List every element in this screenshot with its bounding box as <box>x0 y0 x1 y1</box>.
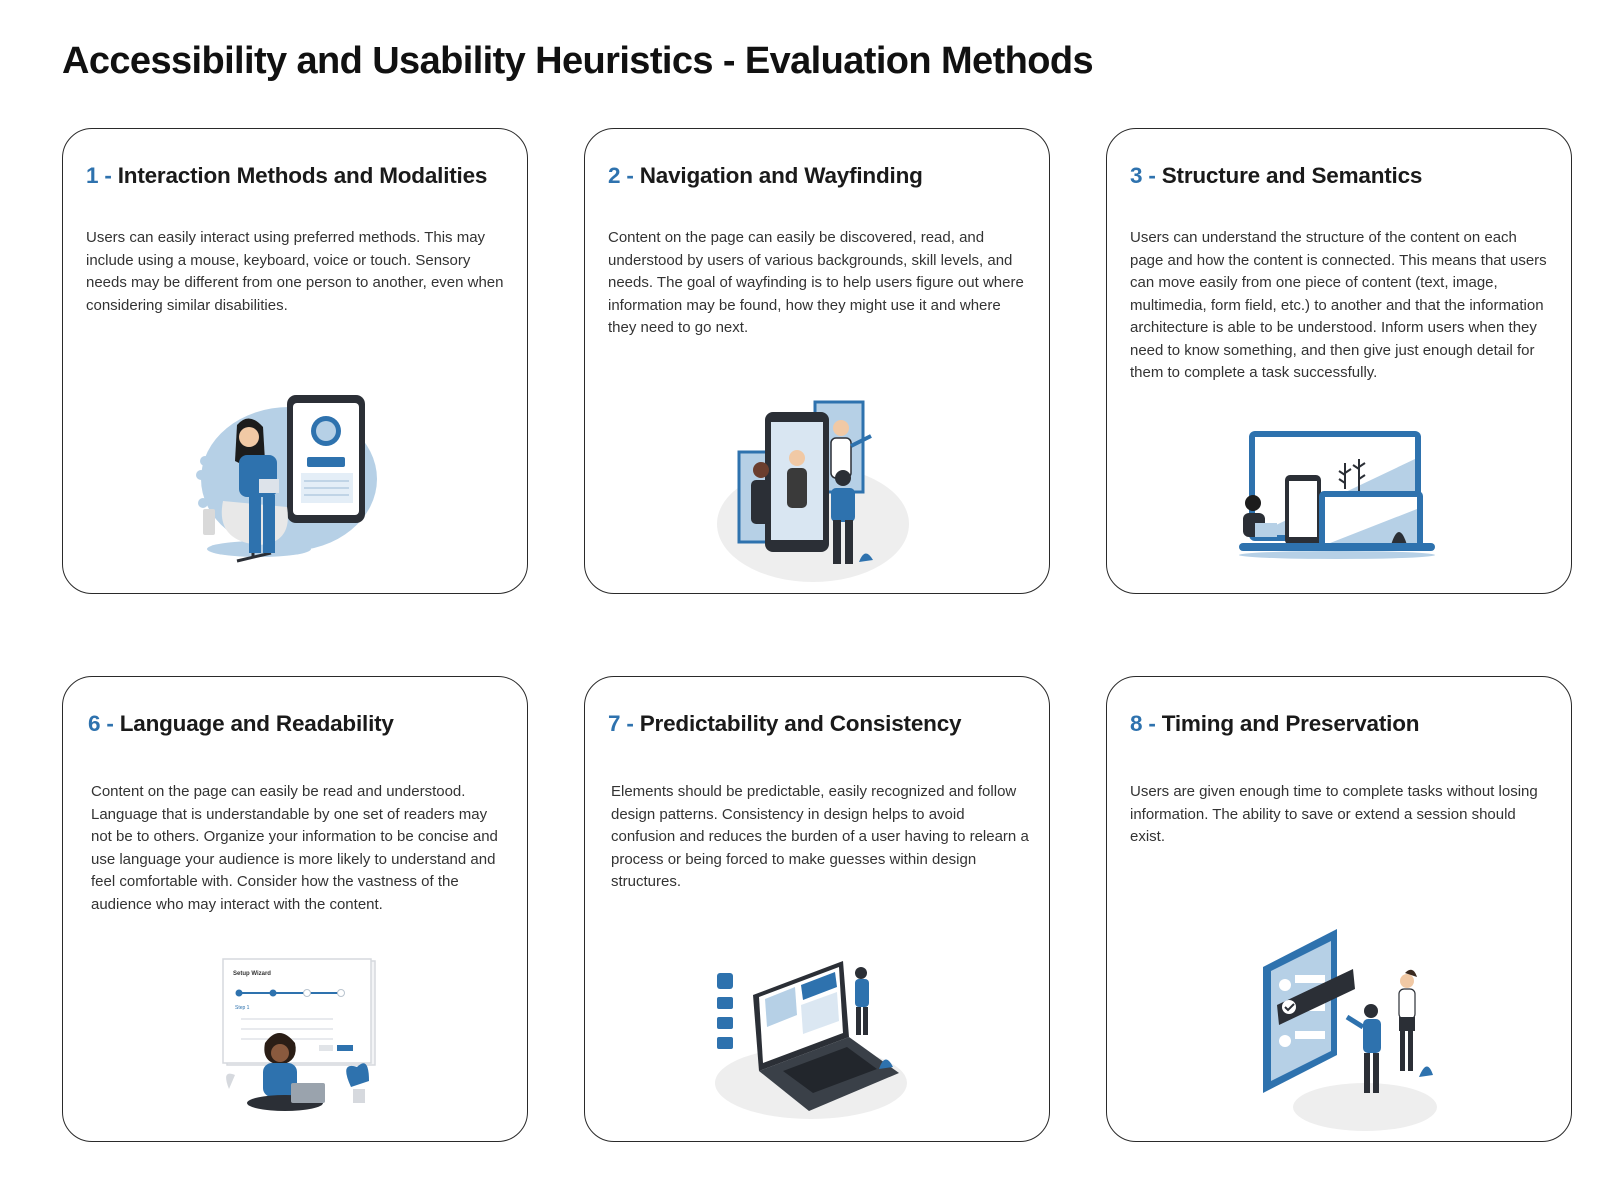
card-predictability-consistency: 7 - Predictability and Consistency Eleme… <box>584 676 1050 1142</box>
card-title: 1 - Interaction Methods and Modalities <box>86 163 487 189</box>
checklist-board-illustration <box>1263 929 1437 1131</box>
card-timing-preservation: 8 - Timing and Preservation Users are gi… <box>1106 676 1572 1142</box>
card-title-text: Predictability and Consistency <box>639 711 962 736</box>
card-title-text: Timing and Preservation <box>1161 711 1420 736</box>
svg-text:Step 1: Step 1 <box>235 1005 250 1011</box>
card-description: Users can easily interact using preferre… <box>86 229 504 314</box>
laptop-web-layout-illustration <box>715 961 907 1119</box>
card-description: Users are given enough time to complete … <box>1130 783 1538 845</box>
card-navigation-wayfinding: 2 - Navigation and Wayfinding Content on… <box>584 128 1050 594</box>
svg-text:Setup Wizard: Setup Wizard <box>233 971 271 977</box>
card-interaction-methods: 1 - Interaction Methods and Modalities U… <box>62 128 528 594</box>
people-from-screens-illustration <box>717 400 909 582</box>
page-title: Accessibility and Usability Heuristics -… <box>62 40 1094 82</box>
card-title: 8 - Timing and Preservation <box>1130 711 1419 737</box>
card-number: 2 - <box>608 163 634 188</box>
card-number: 6 - <box>88 711 114 736</box>
woman-laptop-wizard-illustration: Setup Wizard Step 1 <box>222 958 376 1111</box>
card-language-readability: 6 - Language and Readability Content on … <box>62 676 528 1142</box>
card-title-text: Structure and Semantics <box>1161 163 1423 188</box>
card-title: 7 - Predictability and Consistency <box>608 711 962 737</box>
card-number: 1 - <box>86 163 112 188</box>
card-title-text: Interaction Methods and Modalities <box>117 163 488 188</box>
card-title-text: Language and Readability <box>119 711 394 736</box>
card-description: Elements should be predictable, easily r… <box>611 783 1029 890</box>
card-number: 7 - <box>608 711 634 736</box>
card-title: 6 - Language and Readability <box>88 711 394 737</box>
card-title-text: Navigation and Wayfinding <box>639 163 923 188</box>
card-description: Content on the page can easily be read a… <box>91 783 498 913</box>
card-structure-semantics: 3 - Structure and Semantics Users can un… <box>1106 128 1572 594</box>
woman-in-chair-illustration <box>196 395 377 563</box>
card-description: Users can understand the structure of th… <box>1130 229 1547 381</box>
card-number: 3 - <box>1130 163 1156 188</box>
responsive-devices-illustration <box>1239 431 1435 559</box>
card-number: 8 - <box>1130 711 1156 736</box>
card-title: 2 - Navigation and Wayfinding <box>608 163 923 189</box>
card-title: 3 - Structure and Semantics <box>1130 163 1422 189</box>
card-description: Content on the page can easily be discov… <box>608 229 1024 336</box>
